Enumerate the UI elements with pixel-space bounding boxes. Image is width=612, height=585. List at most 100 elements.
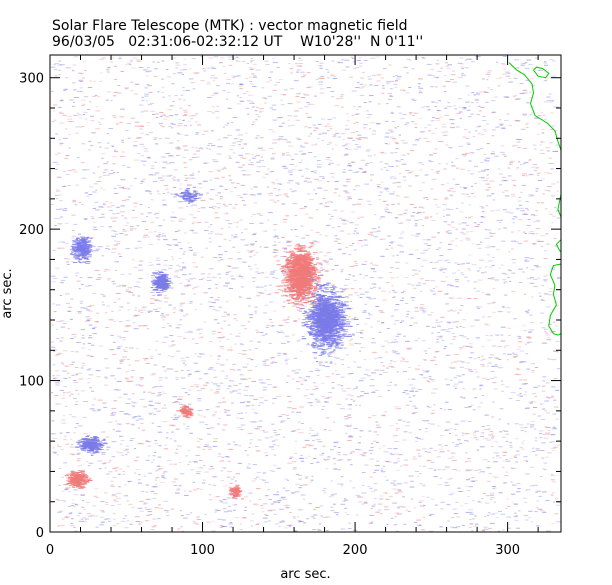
field-pixel [482, 128, 486, 130]
field-pixel [429, 161, 434, 163]
field-pixel [298, 169, 303, 171]
field-pixel [184, 331, 190, 333]
field-pixel [438, 448, 444, 450]
field-pixel [426, 63, 432, 65]
field-pixel [495, 334, 500, 336]
field-pixel [545, 500, 550, 501]
field-pixel [77, 452, 81, 454]
field-pixel [544, 400, 550, 402]
field-pixel [197, 437, 201, 439]
field-pixel [523, 456, 528, 458]
field-pixel [60, 247, 65, 249]
field-pixel [489, 522, 495, 524]
field-pixel [479, 446, 485, 448]
field-pixel [255, 446, 259, 447]
field-pixel [68, 506, 72, 507]
field-pixel [117, 346, 121, 348]
field-pixel [492, 457, 495, 459]
field-pixel [342, 288, 347, 290]
field-pixel [396, 165, 399, 167]
field-pixel [170, 287, 174, 289]
field-pixel [123, 413, 129, 414]
field-pixel [461, 432, 465, 434]
field-pixel [524, 162, 529, 164]
field-pixel [177, 401, 181, 403]
field-pixel [51, 433, 56, 435]
field-pixel [122, 230, 127, 232]
field-pixel [239, 418, 244, 420]
field-pixel [537, 115, 541, 117]
field-pixel [449, 188, 454, 189]
field-pixel [262, 472, 266, 474]
field-pixel [326, 263, 330, 265]
field-pixel [432, 120, 436, 122]
field-pixel [412, 212, 416, 213]
field-pixel [329, 128, 333, 130]
field-pixel [293, 467, 297, 469]
field-pixel [330, 74, 335, 76]
field-pixel [289, 68, 293, 70]
field-pixel [484, 237, 490, 239]
field-pixel [160, 179, 164, 181]
field-pixel [71, 505, 74, 506]
field-pixel [441, 184, 445, 186]
field-pixel [202, 68, 207, 70]
field-pixel [230, 122, 234, 124]
field-pixel [249, 69, 254, 71]
field-pixel [95, 110, 100, 112]
field-pixel [270, 357, 276, 358]
field-pixel [552, 481, 557, 483]
field-pixel [264, 98, 268, 100]
field-pixel [542, 408, 546, 410]
field-pixel [390, 277, 395, 279]
field-pixel [508, 124, 512, 126]
field-pixel [253, 75, 257, 77]
field-pixel [482, 529, 485, 531]
field-pixel [420, 304, 425, 305]
field-pixel [100, 431, 106, 433]
field-pixel [321, 132, 327, 134]
field-pixel [281, 414, 287, 416]
field-pixel [446, 292, 449, 294]
field-pixel [124, 234, 129, 236]
field-pixel [361, 503, 364, 505]
field-pixel [446, 208, 450, 210]
field-pixel [265, 64, 270, 66]
field-pixel [209, 237, 212, 239]
field-pixel [353, 316, 357, 318]
field-pixel [251, 154, 254, 156]
field-pixel [363, 244, 369, 246]
field-pixel [269, 319, 273, 321]
field-pixel [161, 327, 166, 329]
field-pixel [515, 94, 518, 96]
field-pixel [513, 455, 517, 457]
field-pixel [483, 438, 489, 440]
field-pixel [285, 152, 290, 154]
field-pixel [180, 377, 186, 379]
field-pixel [65, 88, 68, 90]
field-pixel [219, 525, 224, 527]
field-pixel [504, 294, 508, 296]
field-pixel [399, 299, 404, 301]
field-pixel [81, 143, 86, 145]
field-pixel [148, 412, 153, 414]
field-pixel [240, 429, 244, 431]
field-pixel [64, 435, 67, 437]
field-pixel [216, 322, 220, 324]
field-pixel [236, 183, 240, 185]
field-pixel [64, 208, 67, 210]
field-pixel [183, 58, 186, 60]
field-pixel [216, 385, 221, 387]
field-pixel [481, 530, 485, 532]
field-pixel [418, 190, 423, 192]
field-pixel [519, 395, 523, 397]
field-pixel [435, 86, 438, 88]
field-pixel [231, 237, 234, 239]
field-pixel [53, 110, 56, 112]
field-pixel [235, 335, 241, 337]
field-pixel [344, 512, 347, 514]
field-pixel [390, 111, 394, 113]
field-pixel [361, 484, 365, 486]
field-pixel [468, 116, 472, 118]
field-pixel [355, 386, 358, 388]
